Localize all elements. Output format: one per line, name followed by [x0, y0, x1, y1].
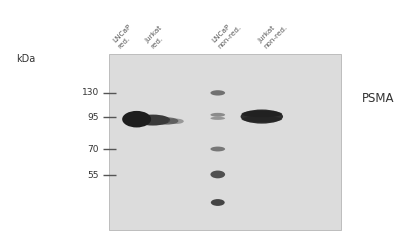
Text: 70: 70 — [88, 145, 99, 154]
Ellipse shape — [210, 171, 225, 178]
Ellipse shape — [210, 147, 225, 151]
Ellipse shape — [240, 110, 283, 124]
Ellipse shape — [168, 119, 184, 124]
Text: 95: 95 — [88, 113, 99, 122]
Text: LNCaP
red.: LNCaP red. — [112, 24, 138, 49]
Ellipse shape — [136, 115, 170, 125]
Ellipse shape — [155, 117, 178, 125]
Text: 130: 130 — [82, 88, 99, 97]
Text: Jurkat
red.: Jurkat red. — [144, 25, 169, 49]
Ellipse shape — [210, 117, 225, 120]
Text: 55: 55 — [88, 171, 99, 180]
Ellipse shape — [210, 90, 225, 96]
Ellipse shape — [211, 199, 225, 206]
Ellipse shape — [122, 111, 151, 127]
Bar — [109, 54, 341, 230]
Text: PSMA: PSMA — [362, 92, 394, 105]
Ellipse shape — [242, 116, 282, 122]
Text: Jurkat
non-red.: Jurkat non-red. — [258, 18, 288, 49]
Text: LNCaP
non-red.: LNCaP non-red. — [211, 18, 242, 49]
Ellipse shape — [242, 110, 282, 117]
Text: kDa: kDa — [16, 54, 35, 64]
Ellipse shape — [210, 113, 225, 117]
